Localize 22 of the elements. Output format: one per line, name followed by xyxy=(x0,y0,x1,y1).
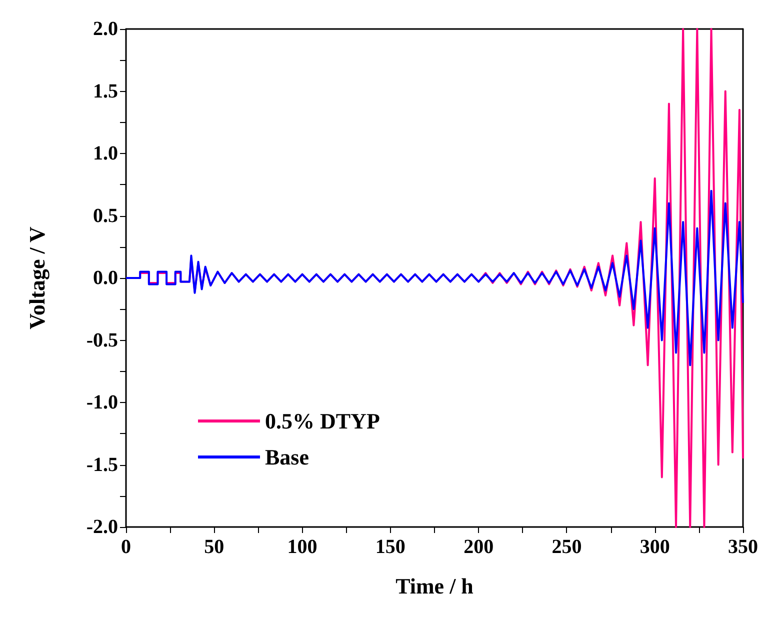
x-tick-label: 350 xyxy=(728,536,758,558)
y-tick-label: 0.5 xyxy=(93,204,118,227)
y-tick-label: -1.0 xyxy=(86,392,118,414)
x-tick-label: 100 xyxy=(287,536,318,558)
y-tick-label: -0.5 xyxy=(86,329,118,352)
legend-label: Base xyxy=(265,444,310,470)
y-tick-label: 2.0 xyxy=(93,18,118,40)
y-tick-label: 1.5 xyxy=(93,80,118,102)
y-axis-title: Voltage / V xyxy=(24,226,50,330)
x-tick-label: 250 xyxy=(552,536,582,558)
y-tick-label: 1.0 xyxy=(93,142,118,164)
y-tick-label: -2.0 xyxy=(86,516,118,538)
x-tick-label: 300 xyxy=(640,536,670,558)
x-tick-label: 0 xyxy=(121,536,131,558)
line-series xyxy=(125,190,744,366)
y-tick-label: -1.5 xyxy=(86,454,118,476)
legend-label: 0.5% DTYP xyxy=(265,408,380,434)
x-tick-label: 200 xyxy=(464,536,494,558)
y-tick-label: 0.0 xyxy=(93,267,118,289)
x-tick-label: 50 xyxy=(204,536,224,558)
x-tick-label: 150 xyxy=(375,536,406,558)
x-axis-title: Time / h xyxy=(396,574,474,598)
